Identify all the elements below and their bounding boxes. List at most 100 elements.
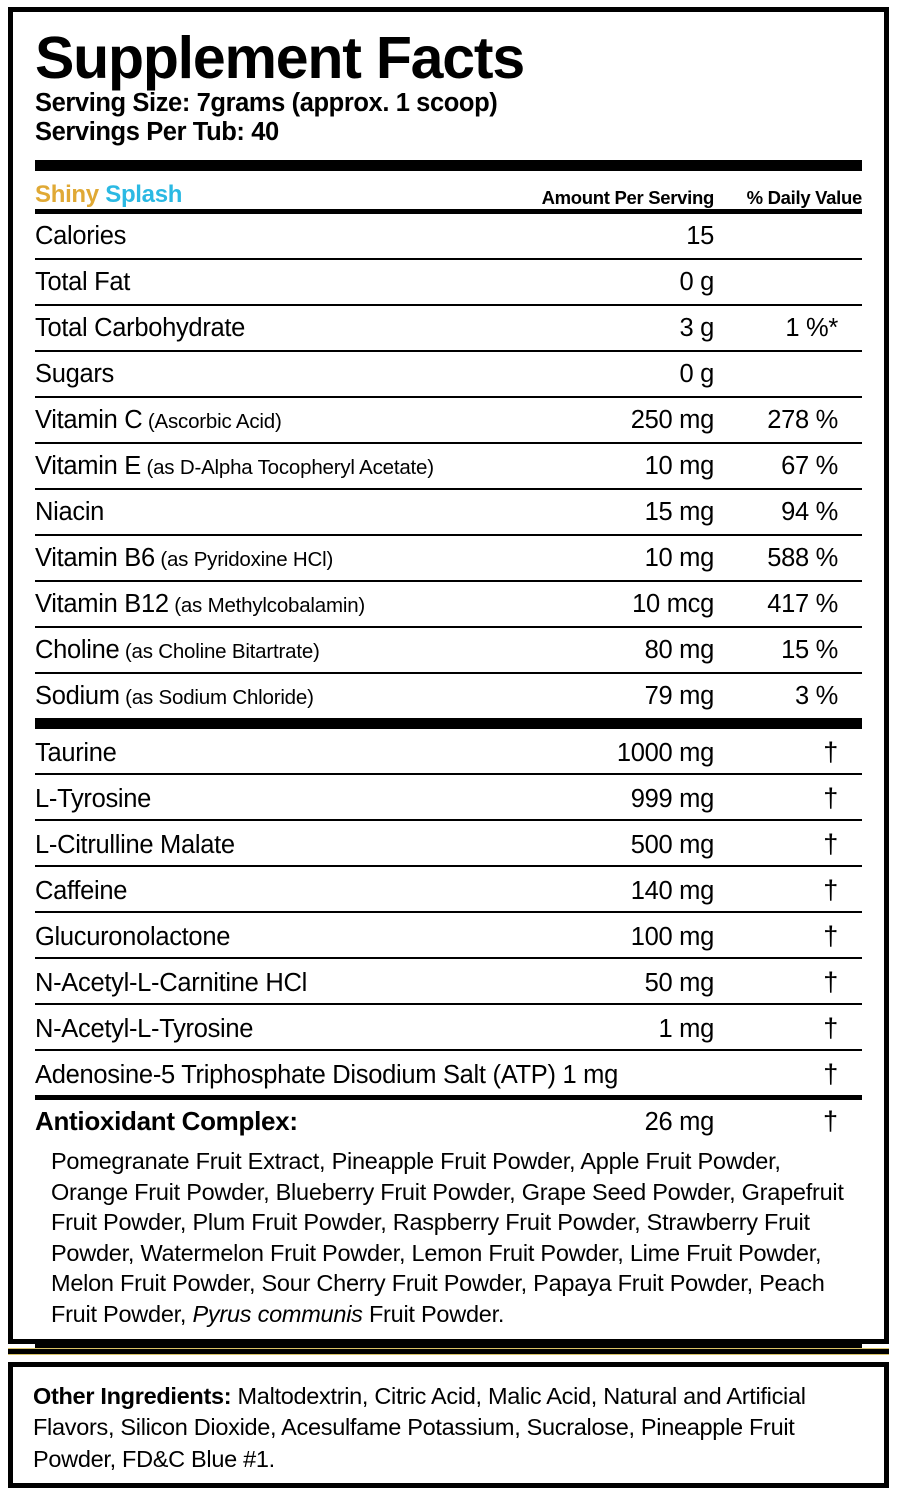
row-daily-value: † — [823, 737, 838, 768]
table-row: Choline (as Choline Bitartrate) 80 mg 15 % — [35, 628, 862, 672]
nutrient-name: Vitamin B12 — [35, 590, 169, 619]
row-daily-value: 15 % — [781, 636, 838, 665]
row-daily-value: † — [823, 1013, 838, 1044]
nutrient-name: Vitamin B6 — [35, 544, 155, 573]
row-label: L-Tyrosine — [35, 785, 152, 814]
table-row: Glucuronolactone 100 mg † — [35, 913, 862, 957]
nutrient-name: Total Fat — [35, 268, 131, 297]
nutrient-name: Vitamin E — [35, 452, 141, 481]
nutrient-name: Niacin — [35, 498, 105, 527]
flavor-word-secondary: Splash — [105, 181, 183, 209]
row-label: Glucuronolactone — [35, 923, 231, 952]
row-daily-value: † — [823, 875, 838, 906]
nutrient-source: (as Choline Bitartrate) — [119, 640, 320, 664]
column-header-daily-value: % Daily Value — [746, 187, 863, 209]
row-label: N-Acetyl-L-Carnitine HCl — [35, 969, 307, 998]
nutrient-name: Calories — [35, 222, 127, 251]
nutrient-name: Choline — [35, 636, 120, 665]
antioxidant-complex-amount: 26 mg — [644, 1108, 715, 1137]
supplement-facts-panel: Supplement Facts Serving Size: 7grams (a… — [8, 7, 889, 1426]
servings-per-tub-line: Servings Per Tub: 40 — [35, 118, 279, 147]
row-rule — [35, 672, 862, 675]
atp-amount: 1 mg — [562, 1061, 618, 1090]
row-label: Choline (as Choline Bitartrate) — [35, 628, 478, 665]
row-rule — [35, 304, 862, 307]
nutrient-source: (as Sodium Chloride) — [119, 686, 314, 710]
row-daily-value: 3 % — [794, 682, 838, 711]
row-rule — [35, 350, 862, 353]
row-daily-value — [714, 236, 862, 244]
row-daily-value: 417 % — [767, 590, 838, 619]
other-ingredients-text: Other Ingredients: Maltodextrin, Citric … — [33, 1381, 864, 1475]
row-rule — [35, 911, 862, 914]
antioxidant-complex-title: Antioxidant Complex: — [35, 1106, 298, 1137]
row-rule — [35, 1049, 862, 1052]
row-daily-value: † — [823, 829, 838, 860]
row-amount: 100 mg — [630, 923, 715, 952]
row-daily-value: † — [823, 967, 838, 998]
page-title: Supplement Facts — [35, 25, 525, 91]
other-ingredients-list: Maltodextrin, Citric Acid, Malic Acid, N… — [33, 1383, 806, 1472]
table-row: Vitamin B12 (as Methylcobalamin) 10 mcg 41… — [35, 582, 862, 626]
antioxidant-ingredient-latin: Pyrus communis — [192, 1301, 363, 1328]
antioxidant-complex-header: Antioxidant Complex: 26 mg † — [35, 1100, 862, 1144]
table-row: N-Acetyl-L-Tyrosine 1 mg † — [35, 1005, 862, 1049]
header-rule — [35, 160, 862, 172]
table-row: N-Acetyl-L-Carnitine HCl 50 mg † — [35, 959, 862, 1003]
row-amount: 140 mg — [630, 877, 715, 906]
row-label: Vitamin B12 (as Methylcobalamin) — [35, 582, 478, 619]
row-amount: 1000 mg — [616, 739, 714, 768]
row-amount: 10 mcg — [632, 590, 714, 619]
row-rule — [35, 626, 862, 629]
row-amount: 79 mg — [644, 682, 715, 711]
row-amount: 1 mg — [658, 1015, 715, 1044]
row-label: L-Citrulline Malate — [35, 831, 235, 860]
row-label: Total Carbohydrate — [35, 306, 478, 343]
table-row: Vitamin C (Ascorbic Acid) 250 mg 278 % — [35, 398, 862, 442]
antioxidant-complex-ingredients: Pomegranate Fruit Extract, Pineapple Fru… — [35, 1144, 862, 1329]
row-label: Calories — [35, 214, 478, 251]
row-rule — [35, 819, 862, 822]
nutrient-source: (as Pyridoxine HCl) — [154, 548, 334, 572]
row-amount: 999 mg — [630, 785, 715, 814]
row-label: Sugars — [35, 352, 478, 389]
actives-separator-rule — [35, 718, 862, 730]
row-daily-value: 94 % — [781, 498, 838, 527]
active-ingredient-rows-group: Taurine 1000 mg † L-Tyrosine 999 mg † L-Citrul… — [35, 729, 862, 1052]
table-row: Taurine 1000 mg † — [35, 729, 862, 773]
row-amount: 250 mg — [630, 406, 715, 435]
nutrient-source: (as Methylcobalamin) — [168, 594, 366, 618]
antioxidant-ingredients-lead: Pomegranate Fruit Extract, Pineapple Fru… — [51, 1148, 844, 1328]
row-label: Niacin — [35, 490, 478, 527]
antioxidant-complex-daily-value: † — [822, 1106, 838, 1137]
row-label: Vitamin E (as D-Alpha Tocopheryl Acetate… — [35, 444, 478, 481]
row-daily-value: 588 % — [767, 544, 838, 573]
row-label: Total Fat — [35, 260, 478, 297]
header-underline-rule — [35, 209, 862, 215]
nutrient-name: Vitamin C — [35, 406, 143, 435]
row-amount: 0 g — [679, 360, 714, 389]
row-amount: 10 mg — [644, 544, 715, 573]
row-label: Caffeine — [35, 877, 128, 906]
row-amount: 3 g — [679, 314, 714, 343]
flavor-name: Shiny Splash — [35, 181, 478, 209]
row-amount: 50 mg — [644, 969, 715, 998]
row-rule — [35, 396, 862, 399]
row-rule — [35, 534, 862, 537]
row-daily-value: 67 % — [781, 452, 838, 481]
row-rule — [35, 865, 862, 868]
column-header-amount: Amount Per Serving — [541, 187, 715, 209]
table-row: L-Tyrosine 999 mg † — [35, 775, 862, 819]
atp-daily-value: † — [823, 1059, 838, 1090]
row-amount: 15 — [686, 222, 714, 251]
nutrient-name: Sodium — [35, 682, 120, 711]
row-rule — [35, 580, 862, 583]
row-label: Taurine — [35, 739, 117, 768]
nutrient-source: (Ascorbic Acid) — [142, 410, 282, 434]
table-column-headers: Shiny Splash Amount Per Serving % Daily … — [35, 171, 862, 209]
row-label: N-Acetyl-L-Tyrosine — [35, 1015, 254, 1044]
table-row: Sodium (as Sodium Chloride) 79 mg 3 % — [35, 674, 862, 718]
table-row: Niacin 15 mg 94 % — [35, 490, 862, 534]
panel-divider — [8, 1348, 889, 1355]
